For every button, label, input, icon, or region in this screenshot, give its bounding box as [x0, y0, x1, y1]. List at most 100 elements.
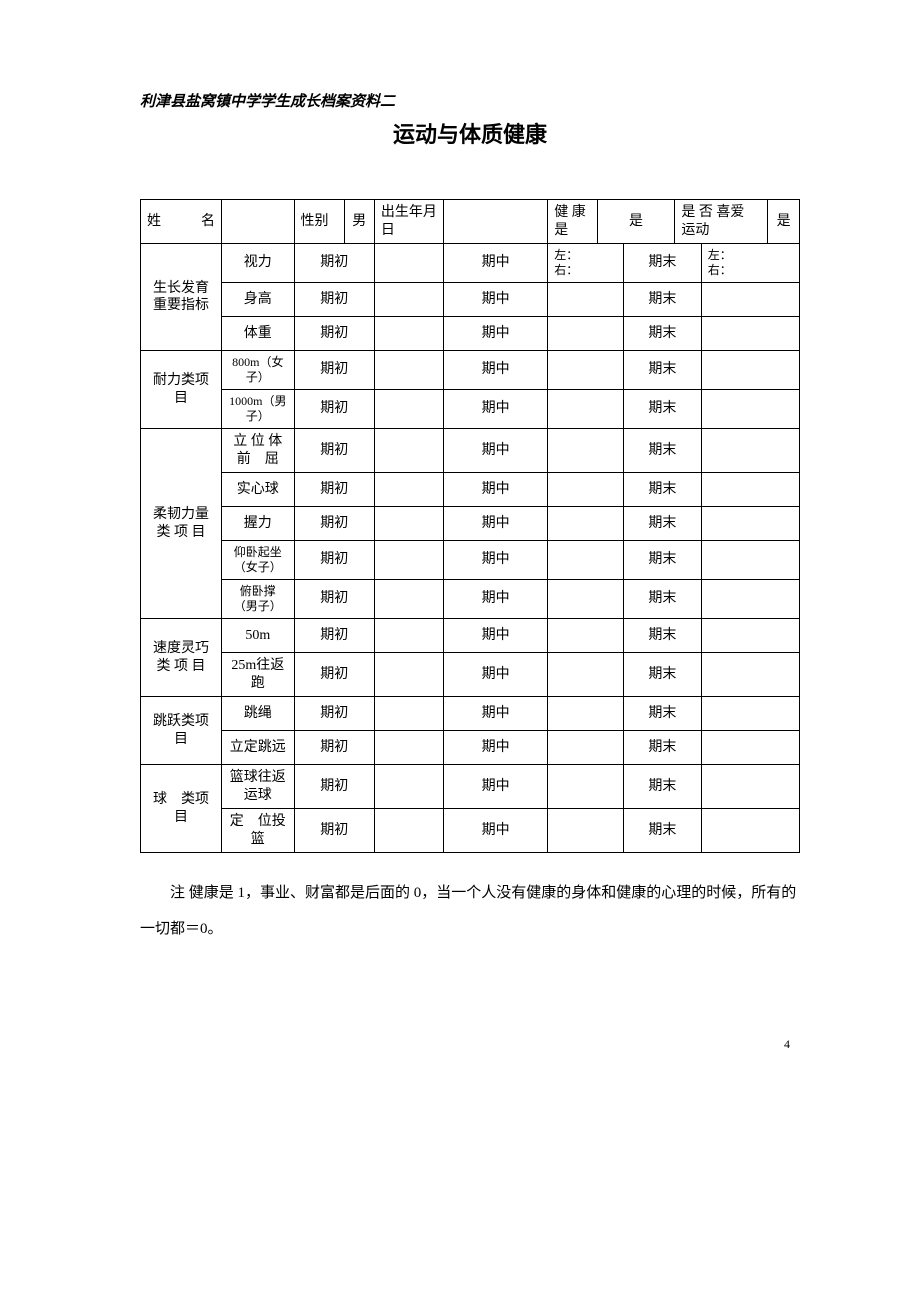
cell-qichu: 期初 — [294, 507, 374, 541]
cell-qizhong: 期中 — [444, 507, 548, 541]
cell-qizhong: 期中 — [444, 283, 548, 317]
cell-value — [548, 429, 624, 473]
cell-value — [701, 697, 799, 731]
cell-qichu: 期初 — [294, 731, 374, 765]
item-flex-2: 实心球 — [222, 473, 294, 507]
group-endurance: 耐力类项 目 — [141, 351, 222, 429]
group-flex: 柔韧力量类 项 目 — [141, 429, 222, 619]
label-gender: 性别 — [294, 200, 344, 244]
cell-qimo: 期末 — [624, 283, 702, 317]
page-number: 4 — [140, 1037, 800, 1052]
cell-qichu: 期初 — [294, 809, 374, 853]
table-row: 实心球 期初 期中 期末 — [141, 473, 800, 507]
cell-qimo: 期末 — [624, 619, 702, 653]
table-row: 速度灵巧类 项 目 50m 期初 期中 期末 — [141, 619, 800, 653]
cell-value — [548, 507, 624, 541]
cell-value — [374, 697, 443, 731]
table-row: 立定跳远 期初 期中 期末 — [141, 731, 800, 765]
table-row: 仰卧起坐（女子） 期初 期中 期末 — [141, 541, 800, 580]
table-row: 25m往返跑 期初 期中 期末 — [141, 653, 800, 697]
cell-value — [701, 731, 799, 765]
cell-qizhong: 期中 — [444, 580, 548, 619]
cell-value — [374, 473, 443, 507]
table-row: 球 类项 目 篮球往返运球 期初 期中 期末 — [141, 765, 800, 809]
cell-qichu: 期初 — [294, 390, 374, 429]
table-row: 身高 期初 期中 期末 — [141, 283, 800, 317]
cell-value — [374, 765, 443, 809]
cell-value — [701, 619, 799, 653]
group-jump: 跳跃类项 目 — [141, 697, 222, 765]
cell-value — [701, 809, 799, 853]
cell-value — [548, 473, 624, 507]
value-name — [222, 200, 294, 244]
table-row: 定 位投 篮 期初 期中 期末 — [141, 809, 800, 853]
cell-qichu: 期初 — [294, 697, 374, 731]
item-flex-4: 仰卧起坐（女子） — [222, 541, 294, 580]
cell-value — [701, 317, 799, 351]
item-1000m: 1000m（男子） — [222, 390, 294, 429]
value-health-is: 是 — [597, 200, 675, 244]
cell-qimo: 期末 — [624, 317, 702, 351]
cell-qizhong: 期中 — [444, 731, 548, 765]
cell-qimo: 期末 — [624, 541, 702, 580]
cell-qimo: 期末 — [624, 390, 702, 429]
cell-value — [374, 619, 443, 653]
health-table: 姓 名 性别 男 出生年月日 健 康是 是 是 否 喜爱 运动 是 生长发育重要… — [140, 199, 800, 853]
cell-value — [374, 429, 443, 473]
cell-qichu: 期初 — [294, 619, 374, 653]
cell-qichu: 期初 — [294, 317, 374, 351]
value-birth — [444, 200, 548, 244]
cell-qichu: 期初 — [294, 351, 374, 390]
cell-qizhong: 期中 — [444, 697, 548, 731]
cell-value — [548, 317, 624, 351]
cell-qichu: 期初 — [294, 244, 374, 283]
cell-value — [374, 317, 443, 351]
cell-value — [374, 390, 443, 429]
cell-qimo: 期末 — [624, 765, 702, 809]
cell-qizhong: 期中 — [444, 429, 548, 473]
item-flex-1: 立 位 体前 屈 — [222, 429, 294, 473]
cell-value — [548, 731, 624, 765]
cell-qimo: 期末 — [624, 731, 702, 765]
cell-qichu: 期初 — [294, 473, 374, 507]
table-row: 跳跃类项 目 跳绳 期初 期中 期末 — [141, 697, 800, 731]
cell-value — [701, 390, 799, 429]
table-row: 耐力类项 目 800m（女子） 期初 期中 期末 — [141, 351, 800, 390]
table-row: 俯卧撑（男子） 期初 期中 期末 — [141, 580, 800, 619]
cell-qizhong: 期中 — [444, 765, 548, 809]
label-health-is: 健 康是 — [548, 200, 597, 244]
cell-qizhong: 期中 — [444, 317, 548, 351]
cell-qizhong: 期中 — [444, 653, 548, 697]
item-800m: 800m（女子） — [222, 351, 294, 390]
item-weight: 体重 — [222, 317, 294, 351]
cell-value — [701, 473, 799, 507]
cell-value — [701, 653, 799, 697]
cell-lr: 左：右： — [701, 244, 799, 283]
cell-qimo: 期末 — [624, 244, 702, 283]
label-name: 姓 名 — [141, 200, 222, 244]
item-ball-2: 定 位投 篮 — [222, 809, 294, 853]
cell-value — [548, 390, 624, 429]
cell-value — [548, 809, 624, 853]
cell-value — [548, 580, 624, 619]
item-jump-1: 跳绳 — [222, 697, 294, 731]
item-flex-3: 握力 — [222, 507, 294, 541]
cell-value — [701, 507, 799, 541]
cell-qizhong: 期中 — [444, 351, 548, 390]
item-25m: 25m往返跑 — [222, 653, 294, 697]
table-row: 1000m（男子） 期初 期中 期末 — [141, 390, 800, 429]
cell-qizhong: 期中 — [444, 619, 548, 653]
cell-value — [548, 541, 624, 580]
cell-value — [548, 351, 624, 390]
cell-value — [374, 653, 443, 697]
table-row: 体重 期初 期中 期末 — [141, 317, 800, 351]
label-birth: 出生年月日 — [374, 200, 443, 244]
item-50m: 50m — [222, 619, 294, 653]
group-growth: 生长发育重要指标 — [141, 244, 222, 351]
cell-qichu: 期初 — [294, 283, 374, 317]
cell-qizhong: 期中 — [444, 473, 548, 507]
cell-qichu: 期初 — [294, 541, 374, 580]
group-ball: 球 类项 目 — [141, 765, 222, 853]
cell-qimo: 期末 — [624, 697, 702, 731]
item-height: 身高 — [222, 283, 294, 317]
